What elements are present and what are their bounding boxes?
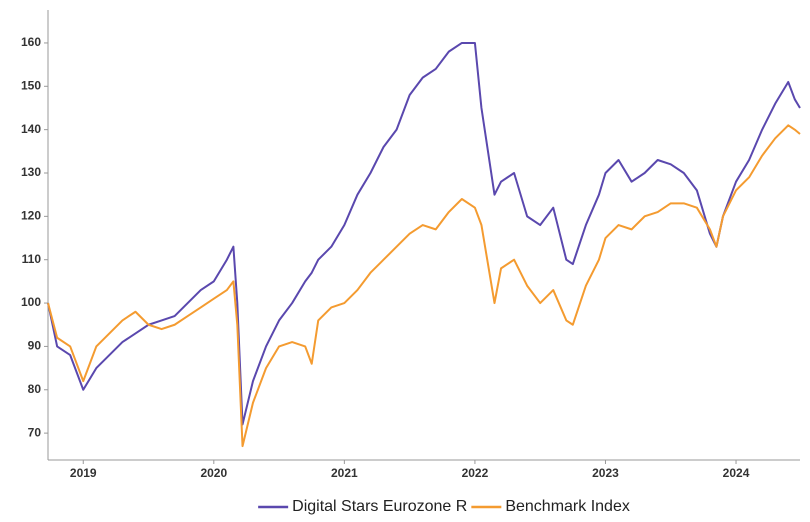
y-tick-label: 150 [21,78,41,92]
x-tick-label: 2021 [331,466,358,480]
x-tick-label: 2022 [462,466,489,480]
series-line [47,41,801,426]
y-tick-label: 80 [28,382,42,396]
legend-label: Digital Stars Eurozone R [292,498,467,515]
y-tick-label: 120 [21,209,41,223]
x-tick-label: 2019 [70,466,97,480]
y-tick-label: 100 [21,295,41,309]
y-tick-label: 110 [22,252,42,266]
y-tick-label: 90 [28,339,42,353]
x-tick-label: 2024 [723,466,750,480]
legend-label: Benchmark Index [505,498,630,515]
x-tick-label: 2020 [200,466,227,480]
series-line [47,124,801,448]
x-tick-label: 2023 [592,466,619,480]
y-tick-label: 160 [21,35,41,49]
y-tick-label: 140 [21,122,41,136]
y-tick-label: 130 [21,165,41,179]
y-tick-label: 70 [28,425,42,439]
